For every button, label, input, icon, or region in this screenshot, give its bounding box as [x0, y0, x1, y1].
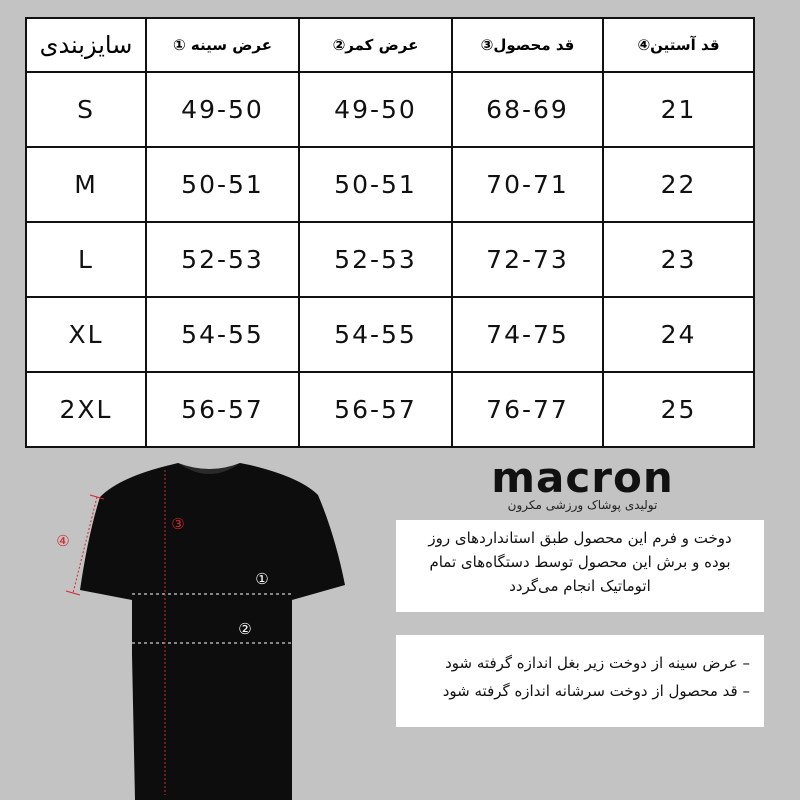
measurement-cell: 24 — [602, 296, 755, 373]
table-row: 2XL 56-57 56-57 76-77 25 — [25, 371, 755, 448]
header-waist-width: عرض کمر② — [298, 17, 453, 73]
info-box: دوخت و فرم این محصول طبق استانداردهای رو… — [396, 520, 764, 612]
table-header-row: سایزبندی عرض سینه ① عرض کمر② قد محصول③ ق… — [25, 17, 755, 73]
measurement-cell: 56-57 — [145, 371, 300, 448]
note-line: – عرض سینه از دوخت زیر بغل اندازه گرفته … — [445, 654, 750, 672]
size-cell: M — [25, 146, 147, 223]
size-cell: XL — [25, 296, 147, 373]
measurement-cell: 25 — [602, 371, 755, 448]
size-cell: 2XL — [25, 371, 147, 448]
measurement-cell: 74-75 — [451, 296, 604, 373]
marker-4: ④ — [56, 532, 69, 550]
table-row: M 50-51 50-51 70-71 22 — [25, 146, 755, 223]
size-table: سایزبندی عرض سینه ① عرض کمر② قد محصول③ ق… — [25, 17, 755, 448]
measurement-cell: 54-55 — [298, 296, 453, 373]
header-chest-width: عرض سینه ① — [145, 17, 300, 73]
tshirt-diagram: ① ② ③ ④ — [56, 463, 345, 800]
notes-box: – عرض سینه از دوخت زیر بغل اندازه گرفته … — [396, 635, 764, 727]
macron-logo: macron تولیدی پوشاک ورزشی مکرون — [480, 453, 685, 513]
sleeve-line — [72, 496, 98, 594]
measurement-cell: 56-57 — [298, 371, 453, 448]
measurement-cell: 52-53 — [145, 221, 300, 298]
measurement-cell: 52-53 — [298, 221, 453, 298]
marker-3: ③ — [171, 515, 184, 533]
header-length: قد محصول③ — [451, 17, 604, 73]
measurement-cell: 72-73 — [451, 221, 604, 298]
header-size: سایزبندی — [25, 17, 147, 73]
logo-subtitle: تولیدی پوشاک ورزشی مکرون — [507, 498, 658, 512]
measurement-cell: 50-51 — [145, 146, 300, 223]
measurement-cell: 54-55 — [145, 296, 300, 373]
measurement-cell: 23 — [602, 221, 755, 298]
info-line: اتوماتیک انجام می‌گردد — [509, 577, 651, 595]
sleeve-tick — [89, 494, 105, 500]
logo-wordmark: macron — [491, 453, 674, 502]
marker-1: ① — [255, 570, 268, 588]
collar — [178, 463, 240, 474]
table-row: XL 54-55 54-55 74-75 24 — [25, 296, 755, 373]
measurement-cell: 76-77 — [451, 371, 604, 448]
table-row: S 49-50 49-50 68-69 21 — [25, 71, 755, 148]
header-sleeve-length: قد آستین④ — [602, 17, 755, 73]
measurement-cell: 22 — [602, 146, 755, 223]
measurement-cell: 49-50 — [145, 71, 300, 148]
sleeve-tick — [65, 590, 81, 596]
measurement-cell: 50-51 — [298, 146, 453, 223]
measurement-cell: 49-50 — [298, 71, 453, 148]
measurement-cell: 68-69 — [451, 71, 604, 148]
table-row: L 52-53 52-53 72-73 23 — [25, 221, 755, 298]
info-line: بوده و برش این محصول توسط دستگاه‌های تما… — [429, 553, 731, 571]
note-line: – قد محصول از دوخت سرشانه اندازه گرفته ش… — [442, 682, 750, 700]
size-cell: S — [25, 71, 147, 148]
marker-2: ② — [238, 620, 251, 638]
info-line: دوخت و فرم این محصول طبق استانداردهای رو… — [428, 529, 732, 547]
measurement-cell: 70-71 — [451, 146, 604, 223]
size-cell: L — [25, 221, 147, 298]
measurement-cell: 21 — [602, 71, 755, 148]
tshirt-shape — [80, 463, 345, 800]
